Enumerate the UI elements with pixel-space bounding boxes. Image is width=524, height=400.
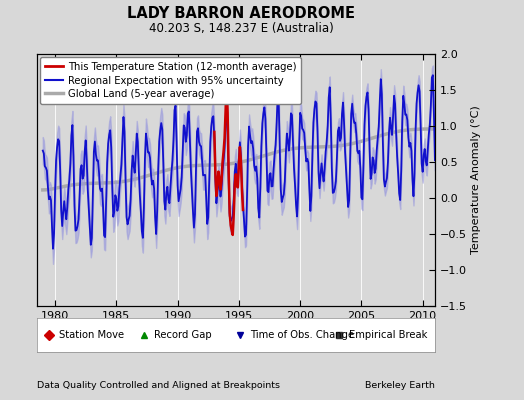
Text: Station Move: Station Move xyxy=(59,330,124,340)
Text: Data Quality Controlled and Aligned at Breakpoints: Data Quality Controlled and Aligned at B… xyxy=(37,381,280,390)
Text: LADY BARRON AERODROME: LADY BARRON AERODROME xyxy=(127,6,355,21)
Text: 40.203 S, 148.237 E (Australia): 40.203 S, 148.237 E (Australia) xyxy=(149,22,333,35)
Legend: This Temperature Station (12-month average), Regional Expectation with 95% uncer: This Temperature Station (12-month avera… xyxy=(40,57,301,104)
Y-axis label: Temperature Anomaly (°C): Temperature Anomaly (°C) xyxy=(471,106,481,254)
Text: Empirical Break: Empirical Break xyxy=(350,330,428,340)
Text: Record Gap: Record Gap xyxy=(154,330,212,340)
Text: Time of Obs. Change: Time of Obs. Change xyxy=(250,330,354,340)
Text: Berkeley Earth: Berkeley Earth xyxy=(365,381,435,390)
